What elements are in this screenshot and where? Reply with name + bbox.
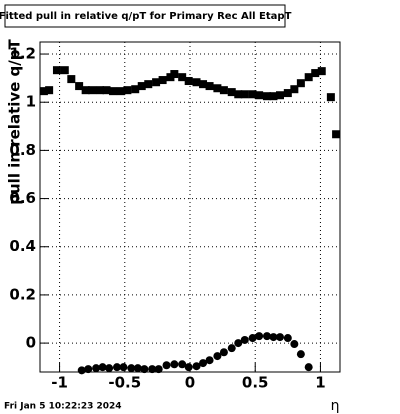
square-marker — [304, 73, 313, 82]
square-marker — [296, 79, 305, 88]
square-marker — [213, 84, 222, 93]
circle-marker — [112, 363, 121, 372]
circle-marker — [148, 365, 157, 374]
square-marker — [317, 67, 326, 76]
square-marker — [178, 73, 187, 82]
y-tick-label: 0.2 — [9, 285, 36, 303]
square-marker — [276, 91, 284, 100]
circle-marker — [234, 339, 243, 348]
circle-marker — [119, 363, 128, 372]
x-tick-label: -0.5 — [108, 374, 141, 392]
circle-marker — [127, 364, 136, 373]
circle-marker — [283, 334, 292, 343]
square-marker — [158, 76, 167, 85]
x-tick-label: -1 — [51, 374, 68, 392]
square-marker — [152, 78, 161, 87]
square-marker — [262, 92, 271, 101]
square-marker — [199, 80, 208, 89]
circle-marker — [178, 360, 187, 369]
square-marker — [60, 66, 69, 75]
square-marker — [283, 89, 292, 98]
square-marker — [311, 69, 320, 78]
square-marker — [240, 90, 249, 99]
circle-marker — [184, 363, 193, 372]
square-marker — [248, 90, 257, 99]
y-tick-label: 0.6 — [9, 189, 36, 207]
circle-marker — [262, 332, 271, 341]
circle-marker — [140, 365, 149, 374]
square-marker — [67, 75, 76, 84]
y-tick-label: 1 — [26, 93, 36, 111]
y-tick-label: 0.4 — [9, 237, 36, 255]
square-marker — [52, 66, 61, 75]
circle-marker — [255, 332, 264, 341]
circle-marker — [213, 352, 222, 361]
circle-marker — [162, 361, 171, 370]
square-marker — [219, 86, 228, 95]
title-box — [4, 4, 286, 28]
y-tick-label: 0.8 — [9, 141, 36, 159]
x-tick-label: 0 — [185, 374, 195, 392]
y-tick-label: 1.2 — [9, 45, 36, 63]
circle-marker — [92, 364, 101, 373]
square-marker — [144, 80, 153, 89]
square-marker — [290, 85, 299, 94]
square-marker — [81, 86, 90, 95]
plot-area: -1 -0.5 0 0.5 1 0 0.2 0.4 0.6 0.8 1 1.2 — [9, 42, 341, 392]
circle-marker — [98, 363, 107, 372]
circle-marker — [170, 360, 179, 369]
square-marker — [88, 86, 97, 95]
square-marker — [131, 85, 140, 94]
square-marker — [227, 88, 236, 97]
y-tick-label: 0 — [26, 334, 36, 352]
circle-marker — [240, 335, 249, 344]
x-axis-label: η — [331, 398, 340, 414]
circle-marker — [290, 340, 299, 349]
square-marker — [109, 87, 118, 96]
square-marker — [205, 82, 214, 91]
y-axis-label: pull in relative q/pT — [6, 38, 24, 204]
square-marker — [96, 86, 104, 95]
square-marker — [102, 86, 111, 95]
circle-marker — [154, 365, 163, 374]
timestamp: Fri Jan 5 10:22:23 2024 — [4, 402, 122, 412]
frame — [39, 41, 341, 373]
circle-marker — [105, 364, 114, 373]
circle-marker — [227, 344, 236, 353]
x-tick-label: 0.5 — [242, 374, 269, 392]
square-marker — [332, 130, 341, 139]
circle-marker — [276, 333, 284, 342]
square-marker — [255, 91, 264, 100]
square-marker — [116, 87, 125, 96]
square-marker — [45, 86, 54, 95]
circle-marker — [269, 333, 278, 342]
square-marker — [234, 90, 243, 99]
circle-marker — [219, 348, 228, 357]
circle-marker — [205, 356, 214, 365]
square-marker — [123, 86, 132, 95]
square-marker — [137, 82, 146, 91]
circle-marker — [192, 362, 201, 371]
x-tick-label: 1 — [315, 374, 325, 392]
circle-marker — [133, 364, 142, 373]
circle-marker — [296, 350, 305, 359]
square-marker — [39, 87, 48, 96]
square-marker — [269, 92, 278, 101]
square-marker — [75, 82, 84, 91]
chart-title: Fitted pull in relative q/pT for Primary… — [0, 11, 292, 22]
square-marker — [170, 70, 179, 79]
circle-marker — [248, 334, 257, 343]
square-marker — [192, 78, 201, 87]
circle-marker — [84, 365, 93, 374]
square-marker — [184, 77, 193, 86]
circle-marker — [199, 359, 208, 368]
circle-marker — [304, 363, 313, 372]
square-marker — [326, 93, 335, 102]
